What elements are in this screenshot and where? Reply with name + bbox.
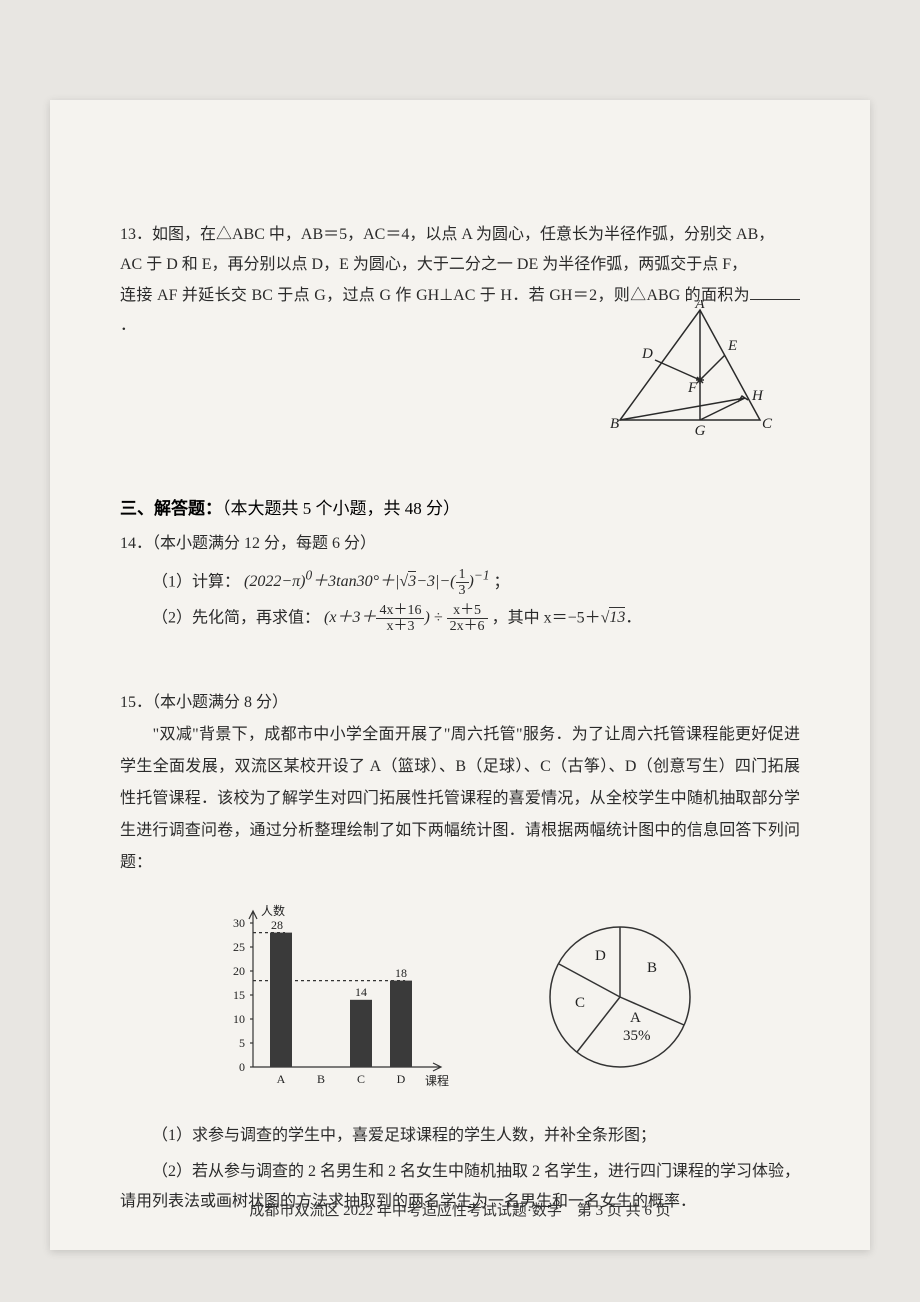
bar-A-label: 28 <box>271 918 283 932</box>
triangle-figure: A B C D E F G H <box>600 300 780 440</box>
q14-p2-expr: (x＋3＋4x＋16x＋3) ÷ x＋52x＋6 <box>324 609 492 626</box>
svg-text:10: 10 <box>233 1012 245 1026</box>
cat-C: C <box>357 1072 365 1086</box>
pie-D: D <box>595 948 606 964</box>
q15-head: 15．（本小题满分 8 分） <box>120 688 800 718</box>
q14-p1-sqrt3: 3 <box>408 571 416 590</box>
svg-text:15: 15 <box>233 988 245 1002</box>
label-B: B <box>610 416 619 432</box>
label-E: E <box>727 338 737 354</box>
svg-text:0: 0 <box>239 1060 245 1074</box>
q14-p1-m3: −3|−( <box>416 573 455 590</box>
q14-p2-f2d: 2x＋6 <box>447 619 488 634</box>
q14-p1-fracnum: 1 <box>456 567 469 583</box>
bar-D-label: 18 <box>395 966 407 980</box>
label-D: D <box>641 346 653 362</box>
bar-C <box>350 999 372 1066</box>
bar-xlabel: 课程 <box>425 1073 449 1088</box>
bar-chart: 人数 课程 0 5 10 15 20 25 30 <box>215 897 455 1097</box>
q14-p1-a: (2022−π) <box>244 573 305 590</box>
q14-p2-sqrt13: 13 <box>609 607 625 626</box>
q14-head: 14．（本小题满分 12 分，每题 6 分） <box>120 529 800 559</box>
q14-p1-expr: (2022−π)0＋3tan30°＋|√3−3|−(13)−1 <box>244 573 494 590</box>
section-3-label: 三、解答题： <box>120 499 222 518</box>
q14-p2-f2n: x＋5 <box>447 603 488 619</box>
q14-p2-mid: ) ÷ <box>424 609 442 626</box>
q14-p2-where: ，其中 x＝−5＋ <box>492 609 601 626</box>
label-A: A <box>694 300 705 312</box>
svg-text:20: 20 <box>233 964 245 978</box>
answer-blank <box>750 284 800 300</box>
q14-p2-lead: （2）先化简，再求值： <box>152 609 320 626</box>
charts-row: 人数 课程 0 5 10 15 20 25 30 <box>120 897 800 1097</box>
pie-C: C <box>575 995 585 1011</box>
pie-B: B <box>647 960 657 976</box>
yticks: 0 5 10 15 20 25 30 <box>233 916 253 1074</box>
q14-p2-f1d: x＋3 <box>376 619 424 634</box>
bar-A <box>270 932 292 1066</box>
pie-A: A <box>630 1010 641 1026</box>
q15-para1: "双减"背景下，成都市中小学全面开展了"周六托管"服务．为了让周六托管课程能更好… <box>120 719 800 879</box>
pie-A-pct: 35% <box>623 1028 651 1044</box>
q14-p1-lead: （1）计算： <box>152 573 240 590</box>
q14-p2-f1n: 4x＋16 <box>376 603 424 619</box>
cat-B: B <box>317 1072 325 1086</box>
section-3-paren: （本大题共 5 个小题，共 48 分） <box>222 499 460 518</box>
svg-text:25: 25 <box>233 940 245 954</box>
bar-ylabel: 人数 <box>261 903 285 918</box>
q14-p1-fracden: 3 <box>456 583 469 598</box>
cat-A: A <box>277 1072 286 1086</box>
q14-p2-end: ． <box>625 609 641 626</box>
cat-D: D <box>397 1072 406 1086</box>
q14-p2-a: (x＋3＋ <box>324 609 376 626</box>
q14-p1-plus1: ＋3tan30°＋| <box>312 573 399 590</box>
page-footer: 成都市双流区 2022 年中考适应性考试试题·数学 第 3 页 共 6 页 <box>50 1199 870 1220</box>
label-H: H <box>751 388 764 404</box>
svg-text:30: 30 <box>233 916 245 930</box>
q14-part1: （1）计算： (2022−π)0＋3tan30°＋|√3−3|−(13)−1 ； <box>152 563 800 599</box>
bar-D <box>390 980 412 1066</box>
q13-line3-b: ． <box>120 317 136 334</box>
svg-text:5: 5 <box>239 1036 245 1050</box>
section-3-title: 三、解答题：（本大题共 5 个小题，共 48 分） <box>120 494 800 519</box>
q13-line1: 13．如图，在△ABC 中，AB＝5，AC＝4，以点 A 为圆心，任意长为半径作… <box>120 220 800 250</box>
q14-p1-end: ； <box>494 573 510 590</box>
q14-p1-supm1: −1 <box>474 568 490 583</box>
question-15: 15．（本小题满分 8 分） "双减"背景下，成都市中小学全面开展了"周六托管"… <box>120 688 800 1218</box>
bar-C-label: 14 <box>355 985 367 999</box>
label-G: G <box>695 423 706 439</box>
label-F: F <box>687 380 698 396</box>
q14-part2: （2）先化简，再求值： (x＋3＋4x＋16x＋3) ÷ x＋52x＋6 ，其中… <box>152 603 800 635</box>
pie-chart: B D C A 35% <box>535 912 705 1082</box>
q13-line2: AC 于 D 和 E，再分别以点 D，E 为圆心，大于二分之一 DE 为半径作弧… <box>120 250 800 280</box>
label-C: C <box>762 416 773 432</box>
q15-sub1: （1）求参与调查的学生中，喜爱足球课程的学生人数，并补全条形图； <box>120 1121 800 1151</box>
question-14: 14．（本小题满分 12 分，每题 6 分） （1）计算： (2022−π)0＋… <box>120 529 800 635</box>
exam-page: 13．如图，在△ABC 中，AB＝5，AC＝4，以点 A 为圆心，任意长为半径作… <box>50 100 870 1250</box>
